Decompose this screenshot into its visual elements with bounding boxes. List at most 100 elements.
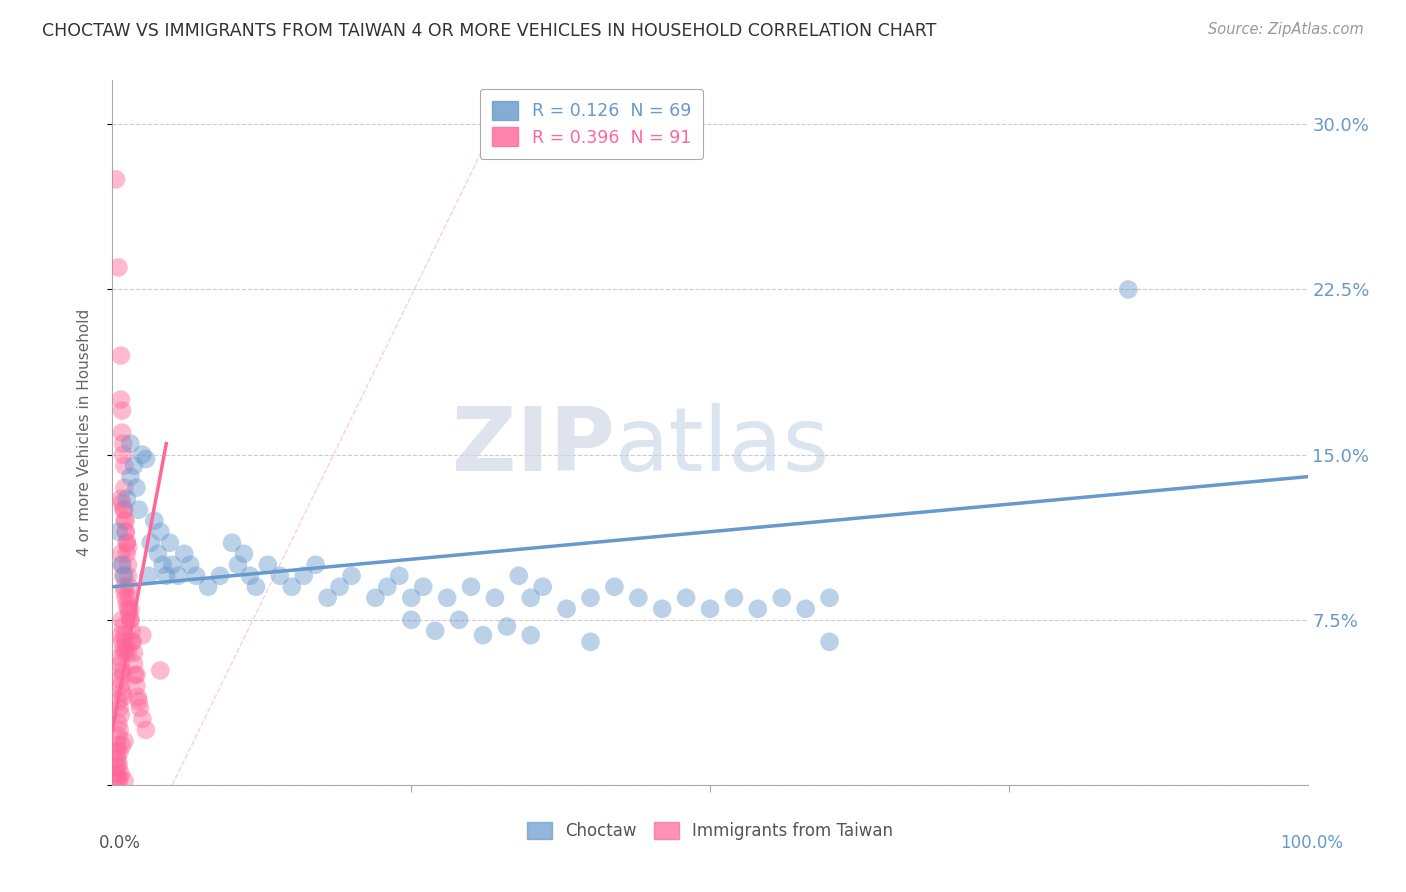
Point [111,425,134,440]
Point [135,723,157,737]
Point [112,641,135,656]
Point [107,524,129,539]
Y-axis label: 4 or more Vehicles in Household: 4 or more Vehicles in Household [77,309,91,557]
Point [110,767,132,781]
Point [111,496,134,510]
Point [105,751,128,765]
Point [129,701,152,715]
Point [110,657,132,671]
Point [699,601,721,615]
Point [412,580,434,594]
Point [105,172,128,186]
Point [460,580,482,594]
Point [329,580,352,594]
Point [120,613,142,627]
Point [447,613,470,627]
Point [108,701,131,715]
Point [292,568,315,582]
Point [675,591,697,605]
Point [340,568,363,582]
Point [316,591,339,605]
Point [152,558,174,572]
Point [107,773,129,788]
Point [114,635,136,649]
Point [162,558,183,572]
Point [281,580,304,594]
Point [117,568,139,582]
Point [117,601,139,615]
Point [108,673,131,687]
Point [388,568,411,582]
Point [603,580,626,594]
Point [818,591,841,605]
Point [111,558,134,572]
Point [105,772,128,786]
Point [114,502,135,516]
Point [226,558,249,572]
Point [496,619,519,633]
Point [107,716,129,731]
Point [149,524,172,539]
Point [108,723,131,737]
Point [135,452,157,467]
Point [122,646,145,660]
Point [209,568,232,582]
Point [257,558,280,572]
Point [121,624,143,638]
Point [111,664,134,678]
Point [146,547,169,561]
Point [108,650,131,665]
Point [115,598,138,612]
Point [121,635,143,649]
Point [117,558,139,572]
Point [305,558,328,572]
Point [115,641,138,656]
Point [555,601,578,615]
Point [114,646,135,660]
Point [125,481,148,495]
Text: atlas: atlas [614,403,830,491]
Point [111,635,134,649]
Point [114,591,136,605]
Point [111,739,134,753]
Point [114,628,135,642]
Point [770,591,793,605]
Point [233,547,256,561]
Point [114,524,136,539]
Point [115,535,138,549]
Point [121,635,143,649]
Point [110,392,132,407]
Point [269,568,291,582]
Point [651,601,673,615]
Point [167,568,190,582]
Point [186,568,208,582]
Point [112,568,135,582]
Point [118,591,141,605]
Point [138,568,160,582]
Point [401,591,423,605]
Point [115,491,138,506]
Point [794,601,817,615]
Point [179,558,201,572]
Point [114,458,135,473]
Point [112,690,135,704]
Point [114,514,136,528]
Point [221,535,243,549]
Point [124,668,146,682]
Point [377,580,399,594]
Text: 100.0%: 100.0% [1279,834,1343,852]
Point [111,685,134,699]
Point [114,568,135,582]
Point [110,349,132,363]
Point [120,469,142,483]
Point [122,458,145,473]
Point [108,745,131,759]
Point [436,591,458,605]
Point [818,635,841,649]
Point [143,514,166,528]
Point [105,739,128,753]
Point [120,601,142,615]
Point [364,591,387,605]
Point [111,403,134,417]
Point [105,745,128,759]
